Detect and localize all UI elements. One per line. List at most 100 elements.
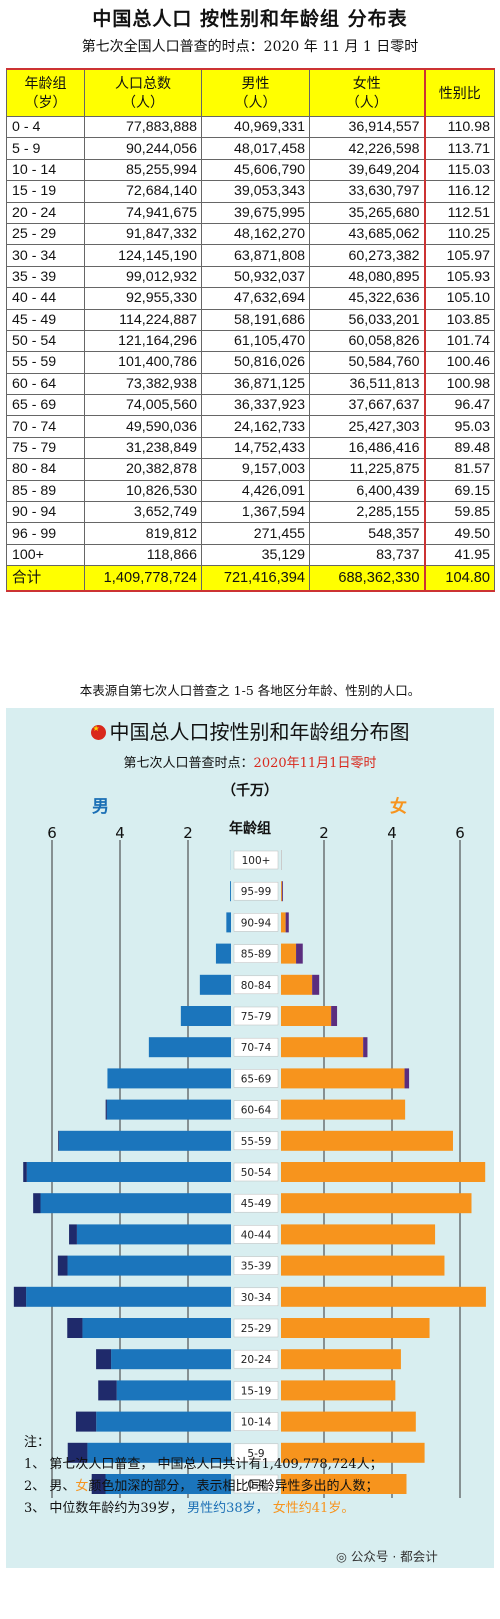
table-cell: 101,400,786 <box>84 351 202 374</box>
table-cell: 114,224,887 <box>84 308 202 331</box>
age-label-box <box>233 1100 279 1119</box>
table-row: 0 - 4 77,883,888 40,969,331 36,914,557 110.9… <box>6 115 495 139</box>
table-cell: 60,058,826 <box>309 329 425 353</box>
table-subtitle: 第七次全国人口普查的时点：2020 年 11 月 1 日零时 <box>81 39 419 55</box>
table-cell: 50,932,037 <box>201 265 310 289</box>
female-excess-bar <box>363 1037 368 1058</box>
table-cell: 45,606,790 <box>201 158 310 182</box>
table-cell: 83,737 <box>309 543 425 567</box>
table-cell: 25,427,303 <box>309 415 425 438</box>
table-row: 96 - 99 819,812 271,455 548,357 49.50 <box>6 522 495 545</box>
table-cell: 6,400,439 <box>309 479 425 503</box>
table-cell: 100.46 <box>423 351 495 374</box>
table-cell: 30 - 34 <box>6 244 85 267</box>
table-row: 55 - 59 101,400,786 50,816,026 50,584,760 10… <box>6 351 495 374</box>
unit-label: （千万） <box>222 783 278 799</box>
male-bar <box>82 1318 231 1338</box>
table-cell: 36,871,125 <box>201 372 310 396</box>
table-cell: 105.97 <box>423 244 495 267</box>
table-cell: 115.03 <box>423 158 495 182</box>
age-label: 30-34 <box>241 1292 272 1304</box>
age-label-box <box>233 913 279 932</box>
age-label: 50-54 <box>241 1167 272 1179</box>
table-cell: 39,675,995 <box>201 201 310 224</box>
age-label-box <box>233 1287 279 1307</box>
table-cell: 14,752,433 <box>201 436 310 460</box>
table-cell: 36,914,557 <box>309 115 425 139</box>
table-cell: 96.47 <box>423 394 495 417</box>
table-cell: 33,630,797 <box>309 180 425 203</box>
table-row: 90 - 94 3,652,749 1,367,594 2,285,155 59.85 <box>6 501 495 524</box>
male-bar <box>148 1037 231 1058</box>
table-header-3: 女性 （人） <box>309 68 425 117</box>
table-cell: 61,105,470 <box>201 329 310 353</box>
male-excess-bar <box>67 1442 88 1463</box>
table-cell: 31,238,849 <box>84 436 202 460</box>
table-row: 60 - 64 73,382,938 36,871,125 36,511,813 100… <box>6 372 495 396</box>
female-bar <box>281 1474 407 1494</box>
table-cell: 10 - 14 <box>6 158 85 182</box>
age-label-box <box>233 1037 279 1057</box>
table-cell: 92,955,330 <box>84 287 202 310</box>
table-row: 80 - 84 20,382,878 9,157,003 11,225,875 81.5… <box>6 458 495 481</box>
male-label: 男 <box>92 797 109 817</box>
age-label-box <box>233 1162 279 1182</box>
age-label-box <box>233 1131 279 1151</box>
notes: 注： 1、 第七次人口普查， 中国总人口共计有1,409,778,724人； 2… <box>24 1432 383 1520</box>
table-row: 70 - 74 49,590,036 24,162,733 25,427,303 95.… <box>6 415 495 438</box>
female-bar <box>281 1099 406 1120</box>
table-cell: 103.85 <box>423 308 495 331</box>
table-cell: 45 - 49 <box>6 308 85 331</box>
table-cell: 25 - 29 <box>6 222 85 246</box>
axis-tick-label: 2 <box>319 824 329 842</box>
table-cell: 16,486,416 <box>309 436 425 460</box>
table-header-row: 年龄组 （岁） 人口总数 （人） 男性 （人） 女性 （人） 性别比 <box>6 68 495 117</box>
table-cell: 40,969,331 <box>201 115 310 139</box>
table-row: 20 - 24 74,941,675 39,675,995 35,265,680 112… <box>6 201 495 224</box>
table-cell: 10,826,530 <box>84 479 202 503</box>
table-source-note: 本表源自第七次人口普查之 1-5 各地区分年龄、性别的人口。 <box>79 683 421 698</box>
age-label-box <box>233 1443 279 1463</box>
table-cell: 548,357 <box>309 522 425 545</box>
female-bar <box>281 974 313 995</box>
male-bar <box>40 1193 231 1214</box>
age-label: 10-14 <box>241 1417 272 1429</box>
age-label-box <box>233 1193 279 1213</box>
male-bar <box>26 1162 231 1182</box>
table-cell: 49.50 <box>423 522 495 545</box>
age-label: 55-59 <box>241 1136 272 1148</box>
age-label-box <box>233 944 279 963</box>
table-cell: 99,012,932 <box>84 265 202 289</box>
table-cell: 40 - 44 <box>6 287 85 310</box>
table-cell: 69.15 <box>423 479 495 503</box>
female-bar <box>281 943 297 964</box>
female-bar <box>281 1006 332 1026</box>
male-excess-bar <box>91 1474 106 1494</box>
male-bar <box>67 1255 231 1276</box>
table-cell: 35 - 39 <box>6 265 85 289</box>
age-label: 70-74 <box>241 1042 272 1054</box>
female-bar <box>281 1130 453 1151</box>
note-2: 2、 男、女颜色加深的部分， 表示相比同龄异性多出的人数； <box>24 1476 383 1498</box>
table-cell: 75 - 79 <box>6 436 85 460</box>
table-cell: 121,164,296 <box>84 329 202 353</box>
table-cell: 63,871,808 <box>201 244 310 267</box>
age-label: 35-39 <box>241 1261 272 1273</box>
table-cell: 105.93 <box>423 265 495 289</box>
table-cell: 65 - 69 <box>6 394 85 417</box>
table-cell: 105.10 <box>423 287 495 310</box>
table-cell: 271,455 <box>201 522 310 545</box>
table-cell: 48,017,458 <box>201 137 310 160</box>
age-label: 15-19 <box>241 1385 272 1397</box>
table-cell: 81.57 <box>423 458 495 481</box>
table-row: 5 - 9 90,244,056 48,017,458 42,226,598 113.7… <box>6 137 495 160</box>
age-label-box <box>233 850 279 870</box>
male-bar <box>107 1068 231 1089</box>
age-label: 0-4 <box>247 1479 264 1491</box>
table-title: 中国总人口 按性别和年龄组 分布表 <box>92 8 408 30</box>
female-excess-bar <box>285 912 289 933</box>
note-3: 3、 中位数年龄约为39岁， 男性约38岁， 女性约41岁。 <box>24 1498 383 1520</box>
table-row: 50 - 54 121,164,296 61,105,470 60,058,826 10… <box>6 329 495 353</box>
female-bar <box>281 1380 396 1401</box>
table-cell: 110.98 <box>423 115 495 139</box>
